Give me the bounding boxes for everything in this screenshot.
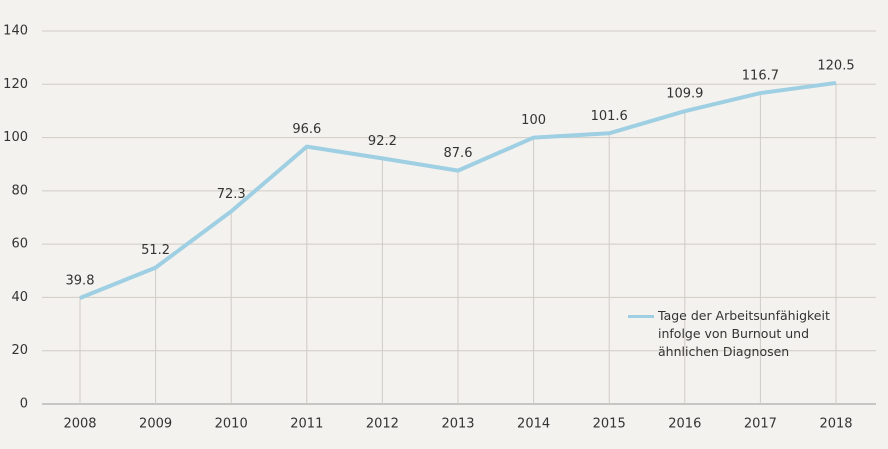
x-tick-label: 2011: [290, 417, 323, 432]
data-label: 51.2: [141, 243, 170, 258]
x-tick-label: 2010: [215, 417, 248, 432]
data-label: 109.9: [666, 87, 703, 102]
y-tick-label: 100: [3, 130, 28, 145]
x-tick-label: 2012: [366, 417, 399, 432]
y-tick-label: 0: [20, 397, 28, 412]
data-label: 92.2: [368, 134, 397, 149]
x-tick-label: 2018: [819, 417, 852, 432]
data-line: [79, 80, 837, 300]
x-tick-label: 2013: [441, 417, 474, 432]
x-tick-label: 2016: [668, 417, 701, 432]
y-tick-label: 80: [11, 183, 28, 198]
x-tick-label: 2008: [63, 417, 96, 432]
data-label: 120.5: [817, 58, 854, 73]
legend-swatch: [628, 315, 654, 318]
y-tick-label: 120: [3, 77, 28, 92]
y-tick-label: 60: [11, 237, 28, 252]
y-tick-label: 140: [3, 24, 28, 39]
data-label: 39.8: [66, 273, 95, 288]
legend: Tage der Arbeitsunfähigkeit infolge von …: [628, 307, 858, 361]
data-label: 101.6: [591, 109, 628, 124]
y-tick-label: 40: [11, 290, 28, 305]
data-label: 96.6: [292, 122, 321, 137]
data-label: 100: [521, 113, 546, 128]
x-tick-label: 2009: [139, 417, 172, 432]
data-label: 87.6: [444, 146, 473, 161]
y-tick-label: 20: [11, 343, 28, 358]
x-tick-label: 2014: [517, 417, 550, 432]
data-label: 116.7: [742, 69, 779, 84]
legend-label: Tage der Arbeitsunfähigkeit infolge von …: [658, 308, 830, 359]
x-tick-label: 2015: [593, 417, 626, 432]
x-tick-label: 2017: [744, 417, 777, 432]
data-label: 72.3: [217, 187, 246, 202]
